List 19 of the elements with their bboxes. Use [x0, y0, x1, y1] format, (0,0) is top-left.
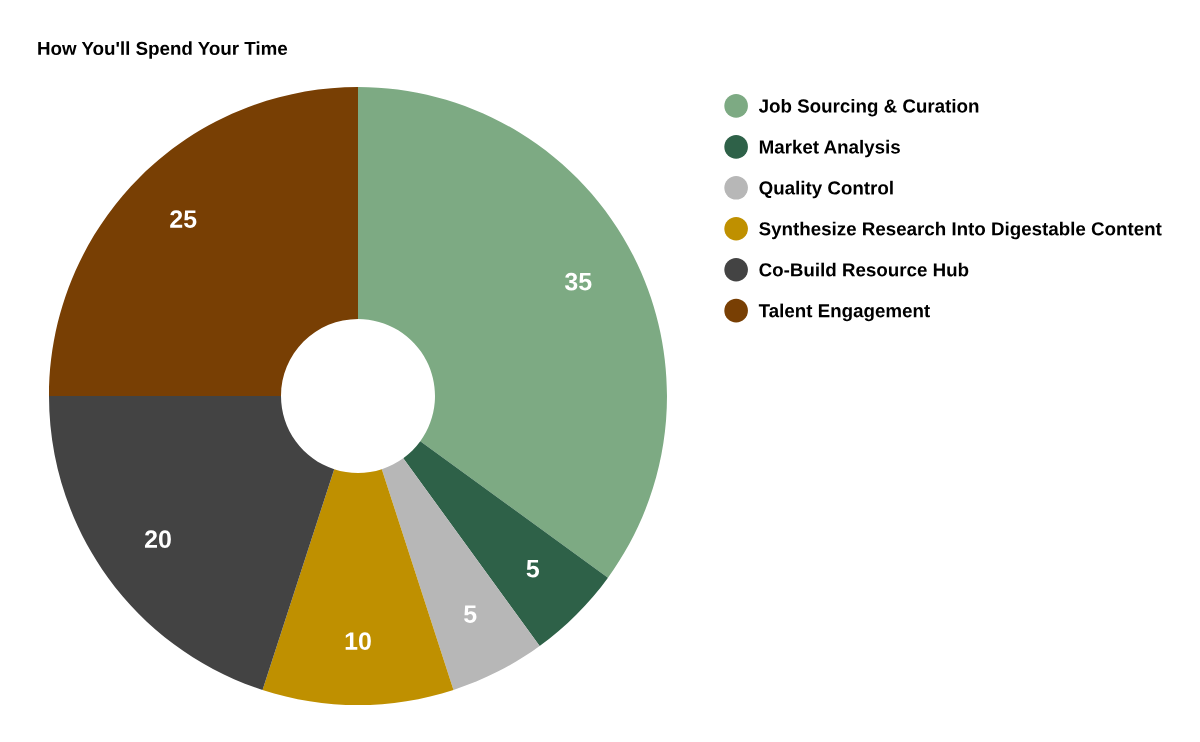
data-label: 5 — [464, 605, 477, 623]
legend-label: Talent Engagement — [758, 303, 930, 322]
donut-slice — [358, 87, 667, 578]
data-label: 5 — [526, 560, 540, 578]
data-label: 25 — [170, 210, 197, 228]
legend-label: Job Sourcing & Curation — [758, 98, 979, 117]
legend-label: Co-Build Resource Hub — [759, 262, 969, 277]
data-label: 20 — [144, 530, 171, 549]
data-label: 35 — [564, 272, 592, 291]
legend-label: Synthesize Research Into Digestable Content — [759, 221, 1162, 240]
donut-slice — [381, 458, 540, 690]
donut-slice — [403, 441, 608, 646]
data-label: 10 — [345, 632, 371, 650]
donut-slice — [49, 87, 358, 396]
legend-label: Quality Control — [759, 180, 893, 199]
donut-slice — [262, 469, 454, 705]
legend-label: Market Analysis — [759, 139, 900, 158]
chart-title: How You'll Spend Your Time — [38, 41, 288, 59]
donut-slice — [49, 396, 335, 690]
